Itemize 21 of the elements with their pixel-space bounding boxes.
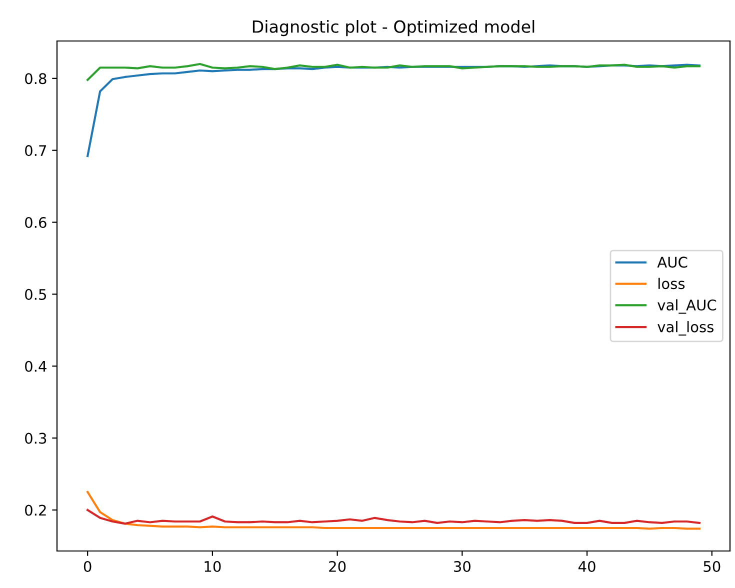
x-tick-label: 40 bbox=[578, 560, 596, 572]
line-series bbox=[86, 490, 700, 530]
x-tick-label: 0 bbox=[84, 560, 92, 572]
line-series bbox=[86, 62, 700, 81]
y-tick-label: 0.5 bbox=[25, 288, 46, 300]
y-tick-label: 0.2 bbox=[25, 504, 46, 516]
legend-label: val_loss bbox=[658, 321, 714, 336]
y-tick-label: 0.6 bbox=[25, 216, 46, 228]
chart-title: Diagnostic plot - Optimized model bbox=[252, 20, 534, 36]
line-series bbox=[86, 508, 700, 525]
x-tick-label: 50 bbox=[704, 560, 720, 572]
legend-label: val_AUC bbox=[658, 299, 716, 314]
legend-label: loss bbox=[658, 278, 685, 290]
y-tick-label: 0.8 bbox=[25, 73, 46, 84]
legend-label: AUC bbox=[657, 256, 688, 268]
x-tick-label: 20 bbox=[329, 560, 346, 572]
y-tick-label: 0.3 bbox=[25, 432, 46, 444]
x-tick-label: 10 bbox=[204, 560, 221, 572]
y-tick-label: 0.4 bbox=[25, 360, 46, 372]
x-tick-label: 30 bbox=[454, 560, 470, 572]
y-tick-label: 0.7 bbox=[25, 145, 46, 156]
